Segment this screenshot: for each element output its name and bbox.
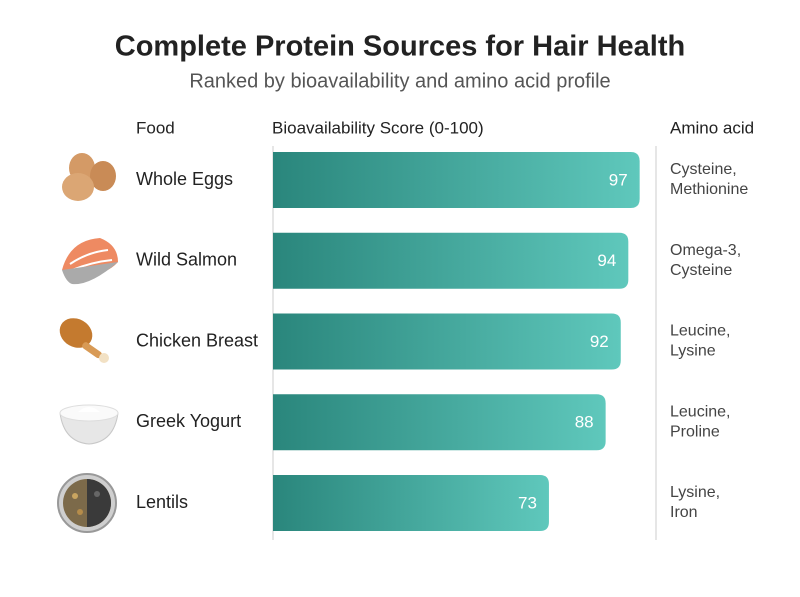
category-label: Chicken Breast [136, 330, 258, 350]
amino-acid: Lysine [670, 343, 716, 360]
value-label: 94 [597, 251, 616, 270]
column-header: Amino acid [670, 118, 754, 137]
value-label: 97 [609, 170, 628, 189]
icon-chicken [59, 318, 109, 363]
amino-acid: Methionine [670, 181, 748, 198]
icon-lentils [57, 473, 117, 533]
column-header: Food [136, 118, 175, 137]
column-header: Bioavailability Score (0-100) [272, 118, 484, 137]
amino-acid: Lysine, [670, 484, 720, 501]
category-label: Lentils [136, 492, 188, 512]
amino-acid: Iron [670, 504, 698, 521]
category-label: Wild Salmon [136, 250, 237, 270]
category-label: Whole Eggs [136, 169, 233, 189]
amino-acid: Leucine, [670, 403, 731, 420]
value-label: 88 [575, 413, 594, 432]
icon-salmon [62, 238, 118, 285]
value-label: 92 [590, 332, 609, 351]
amino-acid: Proline [670, 423, 720, 440]
bar [273, 152, 640, 208]
amino-acid: Omega-3, [670, 242, 741, 259]
amino-acid: Cysteine [670, 262, 732, 279]
bar [273, 394, 606, 451]
amino-acid: Cysteine, [670, 161, 737, 178]
bar [273, 475, 549, 531]
category-label: Greek Yogurt [136, 411, 241, 431]
bar [273, 313, 621, 370]
icon-eggs [62, 153, 116, 201]
chart-subtitle: Ranked by bioavailability and amino acid… [189, 70, 610, 92]
icon-yogurt [59, 404, 119, 445]
chart-title: Complete Protein Sources for Hair Health [115, 31, 685, 63]
bar [273, 232, 629, 289]
value-label: 73 [518, 493, 537, 512]
amino-acid: Leucine, [670, 323, 731, 340]
